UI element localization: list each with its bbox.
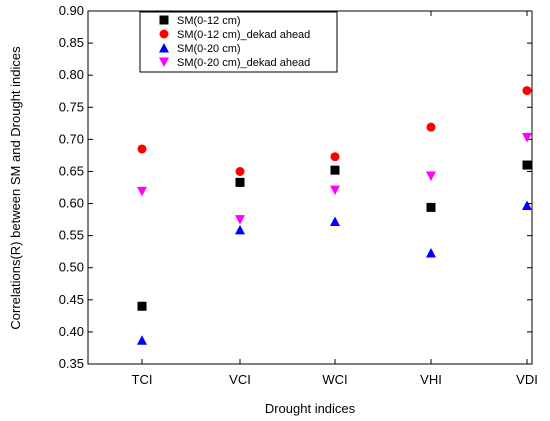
x-tick-label: VDI [516,372,538,387]
data-point-series-3 [330,216,340,227]
y-tick-label: 0.55 [59,228,84,243]
legend-marker [159,43,169,53]
data-point-series-2 [137,144,147,154]
legend-marker [159,57,169,67]
y-axis-title: Correlations(R) between SM and Drought i… [8,46,23,330]
legend-label: SM(0-12 cm) [177,15,241,27]
y-tick-label: 0.85 [59,35,84,50]
y-tick-label: 0.45 [59,292,84,307]
legend-marker [159,29,169,39]
legend-label: SM(0-20 cm) [177,43,241,55]
data-point-series-1 [137,301,147,311]
plot-frame [87,10,533,365]
x-tick-label: VHI [420,372,442,387]
legend: SM(0-12 cm) SM(0-12 cm)_dekad ahead SM(0-2… [139,11,338,73]
x-tick-label: VCI [229,372,251,387]
legend-label: SM(0-12 cm)_dekad ahead [177,29,310,41]
y-tick-label: 0.50 [59,260,84,275]
x-tick-label: WCI [322,372,347,387]
data-point-series-1 [522,160,532,170]
data-point-series-1 [426,202,436,212]
data-point-series-4 [235,215,245,225]
x-axis-title: Drought indices [265,401,356,416]
data-point-series-2 [522,86,532,96]
y-tick-label: 0.35 [59,356,84,371]
x-tick-label: TCI [132,372,153,387]
y-tick-label: 0.70 [59,131,84,146]
data-point-series-4 [426,171,436,181]
data-point-series-4 [137,186,147,197]
data-points [137,86,532,345]
y-tick-label: 0.60 [59,196,84,211]
data-point-series-3 [137,335,147,345]
y-axis: 0.35 0.40 0.45 0.50 0.55 0.60 0.65 0.70 0.75 0.80… [59,3,532,371]
data-point-series-3 [426,247,436,258]
data-point-series-1 [330,165,340,175]
y-tick-label: 0.80 [59,67,84,82]
data-point-series-1 [235,177,245,187]
data-point-series-4 [522,132,532,143]
data-point-series-2 [235,166,245,176]
data-point-series-3 [522,200,532,210]
data-point-series-4 [330,185,340,196]
y-tick-label: 0.40 [59,324,84,339]
y-tick-label: 0.75 [59,99,84,114]
legend-label: SM(0-20 cm)_dekad ahead [177,57,310,69]
y-tick-label: 0.65 [59,163,84,178]
y-tick-label: 0.90 [59,3,84,18]
x-axis: TCI VCI WCI VHI VDI [132,11,538,387]
data-point-series-3 [235,224,245,235]
data-point-series-2 [426,122,436,132]
legend-box [139,11,338,73]
legend-marker [159,15,169,25]
data-point-series-2 [330,152,340,162]
